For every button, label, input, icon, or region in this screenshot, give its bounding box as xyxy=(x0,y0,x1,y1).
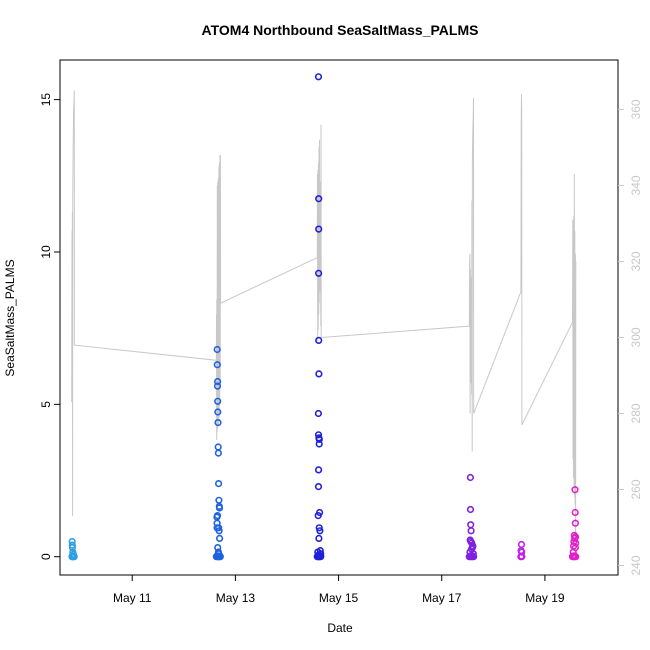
data-point xyxy=(316,527,324,535)
data-point xyxy=(469,550,477,558)
data-point xyxy=(214,377,222,386)
data-point xyxy=(315,269,323,277)
data-point xyxy=(214,419,222,427)
data-point xyxy=(213,511,222,520)
data-point xyxy=(315,466,323,474)
data-point xyxy=(317,550,325,558)
axes-layer: 0 5 10 15 May 11 May 13 May 15 May 17 May 19 240 2… xyxy=(39,93,643,605)
right-y-tick-label: 280 xyxy=(629,403,643,423)
data-point xyxy=(314,511,322,520)
data-point xyxy=(314,483,323,491)
data-point xyxy=(214,408,222,416)
data-point xyxy=(68,543,76,552)
data-point xyxy=(213,382,222,390)
data-point xyxy=(466,505,475,514)
x-tick-label: May 15 xyxy=(319,591,359,605)
data-point xyxy=(213,361,221,369)
x-tick-label: May 11 xyxy=(113,591,152,605)
y-tick-label: 10 xyxy=(39,245,53,259)
points-layer xyxy=(68,73,580,561)
right-y-tick-label: 260 xyxy=(629,479,643,499)
right-y-tick-label: 240 xyxy=(629,555,643,575)
data-point xyxy=(470,553,478,561)
data-point xyxy=(216,534,224,543)
data-point xyxy=(517,540,526,549)
x-axis-label: Date xyxy=(327,621,353,635)
chart-title: ATOM4 Northbound SeaSaltMass_PALMS xyxy=(202,22,479,38)
data-point xyxy=(571,519,580,527)
data-point xyxy=(518,548,526,556)
data-point xyxy=(315,195,323,203)
data-point xyxy=(315,440,323,448)
data-point xyxy=(215,480,223,488)
y-tick-label: 0 xyxy=(39,553,53,560)
data-point xyxy=(214,443,222,451)
data-point xyxy=(215,550,223,558)
data-point xyxy=(571,508,579,517)
plot-frame xyxy=(59,59,619,576)
y-axis-label: SeaSaltMass_PALMS xyxy=(3,259,17,376)
data-point xyxy=(215,527,223,535)
data-point xyxy=(314,431,323,439)
data-point xyxy=(69,550,77,558)
data-point xyxy=(467,527,475,535)
data-point xyxy=(315,524,323,532)
data-point xyxy=(315,336,323,345)
data-point xyxy=(214,449,222,457)
y-tick-label: 5 xyxy=(39,401,53,408)
x-tick-label: May 13 xyxy=(216,591,256,605)
data-point xyxy=(315,370,323,378)
data-point xyxy=(315,435,323,444)
data-point xyxy=(315,534,323,543)
flight-track-line xyxy=(71,90,577,539)
data-point xyxy=(68,541,76,549)
right-y-tick-label: 360 xyxy=(629,99,643,119)
data-point xyxy=(215,496,223,504)
data-point xyxy=(569,548,577,556)
data-point xyxy=(215,524,223,532)
y-tick-label: 15 xyxy=(39,93,53,107)
track-layer xyxy=(71,90,577,539)
data-point xyxy=(215,504,224,512)
data-point xyxy=(467,521,475,529)
data-point xyxy=(213,345,221,354)
data-point xyxy=(214,397,222,405)
right-y-tick-label: 340 xyxy=(629,175,643,195)
x-tick-label: May 19 xyxy=(525,591,565,605)
data-point xyxy=(315,225,323,233)
data-point xyxy=(571,486,579,494)
x-tick-label: May 17 xyxy=(422,591,462,605)
right-y-tick-label: 320 xyxy=(629,251,643,271)
right-y-tick-label: 300 xyxy=(629,327,643,347)
data-point xyxy=(314,409,323,418)
data-point xyxy=(466,473,475,482)
data-point xyxy=(314,73,323,81)
